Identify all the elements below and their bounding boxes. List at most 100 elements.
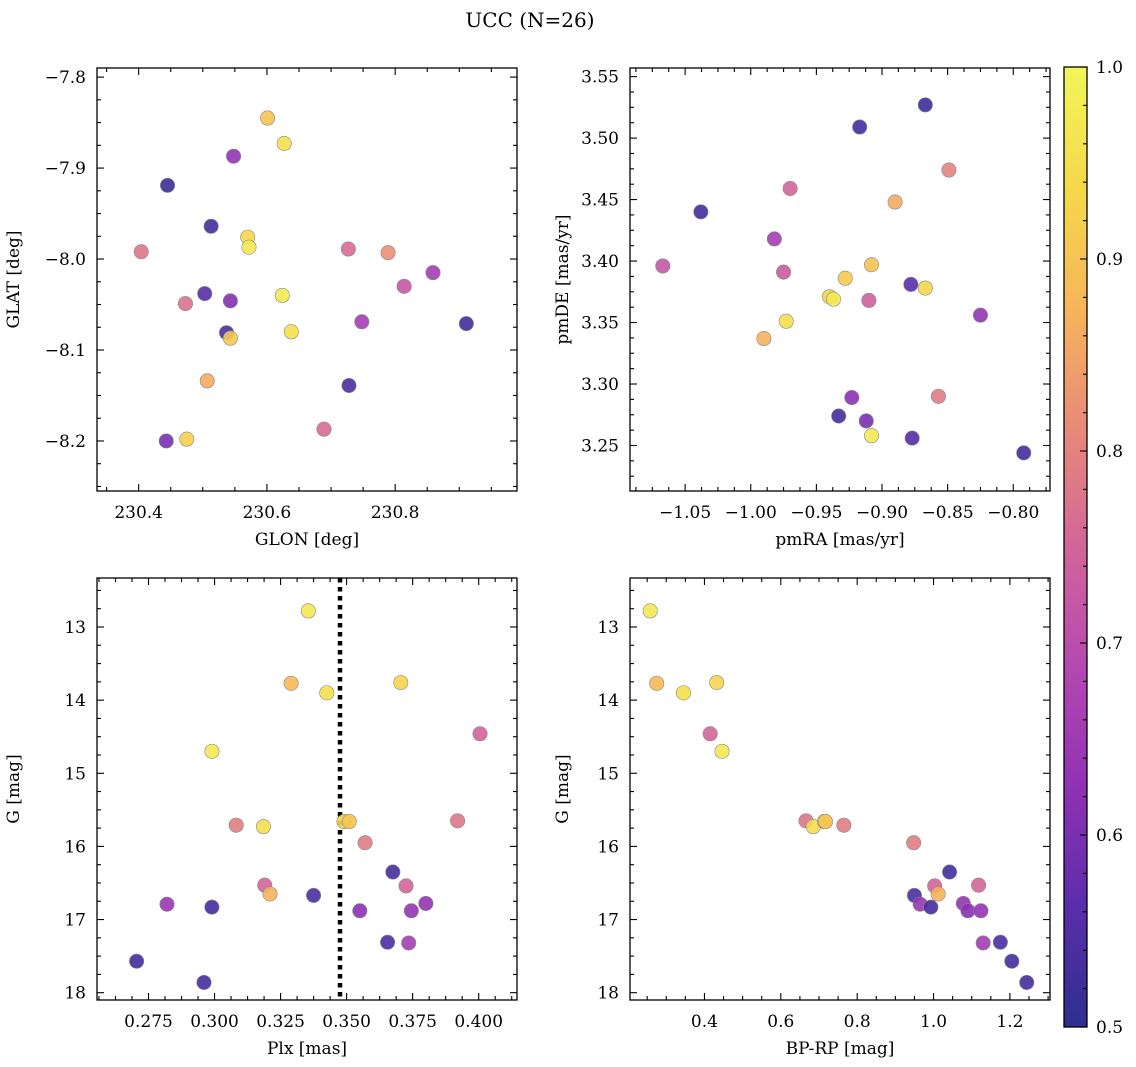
scatter-point xyxy=(129,953,145,969)
colorbar-gradient xyxy=(1064,67,1087,1027)
colorbar-tick-label: 0.5 xyxy=(1096,1018,1123,1038)
x-axis-label: GLON [deg] xyxy=(255,530,359,550)
scatter-point xyxy=(831,408,847,424)
scatter-point xyxy=(133,244,149,260)
scatter-point xyxy=(930,388,946,404)
colorbar: 0.5 0.6 0.7 0.8 0.9 1.0 xyxy=(1063,58,1123,1038)
scatter-point xyxy=(255,819,271,835)
scatter-point xyxy=(642,603,658,619)
scatter-point xyxy=(341,814,357,830)
y-tick-label: 3.30 xyxy=(581,375,619,395)
scatter-point xyxy=(973,903,989,919)
scatter-point xyxy=(418,895,434,911)
x-tick-label: 230.6 xyxy=(243,503,292,523)
scatter-point xyxy=(204,899,220,915)
scatter-point xyxy=(204,743,220,759)
y-axis-label: G [mag] xyxy=(4,754,24,823)
y-tick-label: 3.45 xyxy=(581,191,619,211)
x-tick-label: 0.400 xyxy=(454,1012,503,1032)
y-tick-label: −7.9 xyxy=(45,159,86,179)
x-tick-label: −0.85 xyxy=(922,503,974,523)
x-tick-label: 0.8 xyxy=(844,1012,871,1032)
scatter-point xyxy=(401,935,417,951)
scatter-point xyxy=(398,878,414,894)
figure-title: UCC (N=26) xyxy=(465,8,594,32)
scatter-point xyxy=(316,421,332,437)
scatter-point xyxy=(917,97,933,113)
scatter-point xyxy=(776,264,792,280)
x-tick-label: −1.00 xyxy=(725,503,777,523)
scatter-point xyxy=(222,293,238,309)
x-tick-label: −0.95 xyxy=(790,503,842,523)
scatter-point xyxy=(693,204,709,220)
y-tick-label: 18 xyxy=(597,984,619,1004)
scatter-point xyxy=(262,886,278,902)
scatter-point xyxy=(276,136,292,152)
scatter-point xyxy=(941,162,957,178)
scatter-point xyxy=(837,270,853,286)
axes-frame xyxy=(96,67,518,492)
scatter-point xyxy=(385,864,401,880)
scatter-point xyxy=(655,258,671,274)
y-tick-label: −8.0 xyxy=(45,250,86,270)
axes-frame xyxy=(96,577,518,1001)
x-tick-label: −0.90 xyxy=(856,503,908,523)
x-tick-label: 0.375 xyxy=(388,1012,437,1032)
scatter-point xyxy=(675,685,691,701)
scatter-point xyxy=(863,428,879,444)
y-tick-label: 16 xyxy=(64,837,86,857)
scatter-points xyxy=(129,603,488,990)
scatter-point xyxy=(852,119,868,135)
scatter-point xyxy=(196,974,212,990)
scatter-point xyxy=(159,896,175,912)
x-axis-label: Plx [mas] xyxy=(267,1039,347,1059)
scatter-point xyxy=(992,934,1008,950)
y-tick-label: 16 xyxy=(597,837,619,857)
x-tick-label: 0.6 xyxy=(767,1012,794,1032)
scatter-point xyxy=(756,331,772,347)
y-tick-label: 17 xyxy=(597,911,619,931)
scatter-point xyxy=(450,813,466,829)
scatter-point xyxy=(844,390,860,406)
scatter-point xyxy=(319,685,335,701)
colorbar-tick-label: 0.6 xyxy=(1096,826,1123,846)
scatter-point xyxy=(858,413,874,429)
scatter-point xyxy=(300,603,316,619)
scatter-point xyxy=(975,935,991,951)
scatter-point xyxy=(160,177,176,193)
scatter-point xyxy=(403,903,419,919)
scatter-point xyxy=(340,241,356,257)
y-tick-label: −7.8 xyxy=(45,68,86,88)
scatter-point xyxy=(1016,445,1032,461)
x-axis-label: pmRA [mas/yr] xyxy=(775,530,904,550)
panel-bottom-left: 0.275 0.300 0.325 0.350 0.375 0.400 13 14 15 16 17… xyxy=(4,577,518,1059)
y-tick-label: 18 xyxy=(64,984,86,1004)
scatter-point xyxy=(1019,974,1035,990)
scatter-point xyxy=(380,934,396,950)
y-tick-label: −8.1 xyxy=(45,341,86,361)
y-tick-label: 3.55 xyxy=(581,68,619,88)
scatter-points xyxy=(133,110,474,449)
scatter-point xyxy=(863,257,879,273)
colorbar-tick-label: 0.8 xyxy=(1096,442,1123,462)
scatter-point xyxy=(887,194,903,210)
scatter-point xyxy=(396,278,412,294)
scatter-point xyxy=(274,287,290,303)
scatter-point xyxy=(778,313,794,329)
scatter-point xyxy=(971,877,987,893)
scatter-point xyxy=(817,814,833,830)
scatter-point xyxy=(228,817,244,833)
y-axis-label: pmDE [mas/yr] xyxy=(553,214,573,344)
scatter-point xyxy=(1004,953,1020,969)
scatter-point xyxy=(714,743,730,759)
axes-frame xyxy=(629,577,1051,1001)
y-tick-label: 3.40 xyxy=(581,252,619,272)
scatter-point xyxy=(177,296,193,312)
scatter-point xyxy=(283,675,299,691)
scatter-point xyxy=(766,231,782,247)
scatter-point xyxy=(306,887,322,903)
scatter-point xyxy=(380,245,396,261)
colorbar-tick-label: 0.7 xyxy=(1096,634,1123,654)
y-tick-label: 3.50 xyxy=(581,129,619,149)
